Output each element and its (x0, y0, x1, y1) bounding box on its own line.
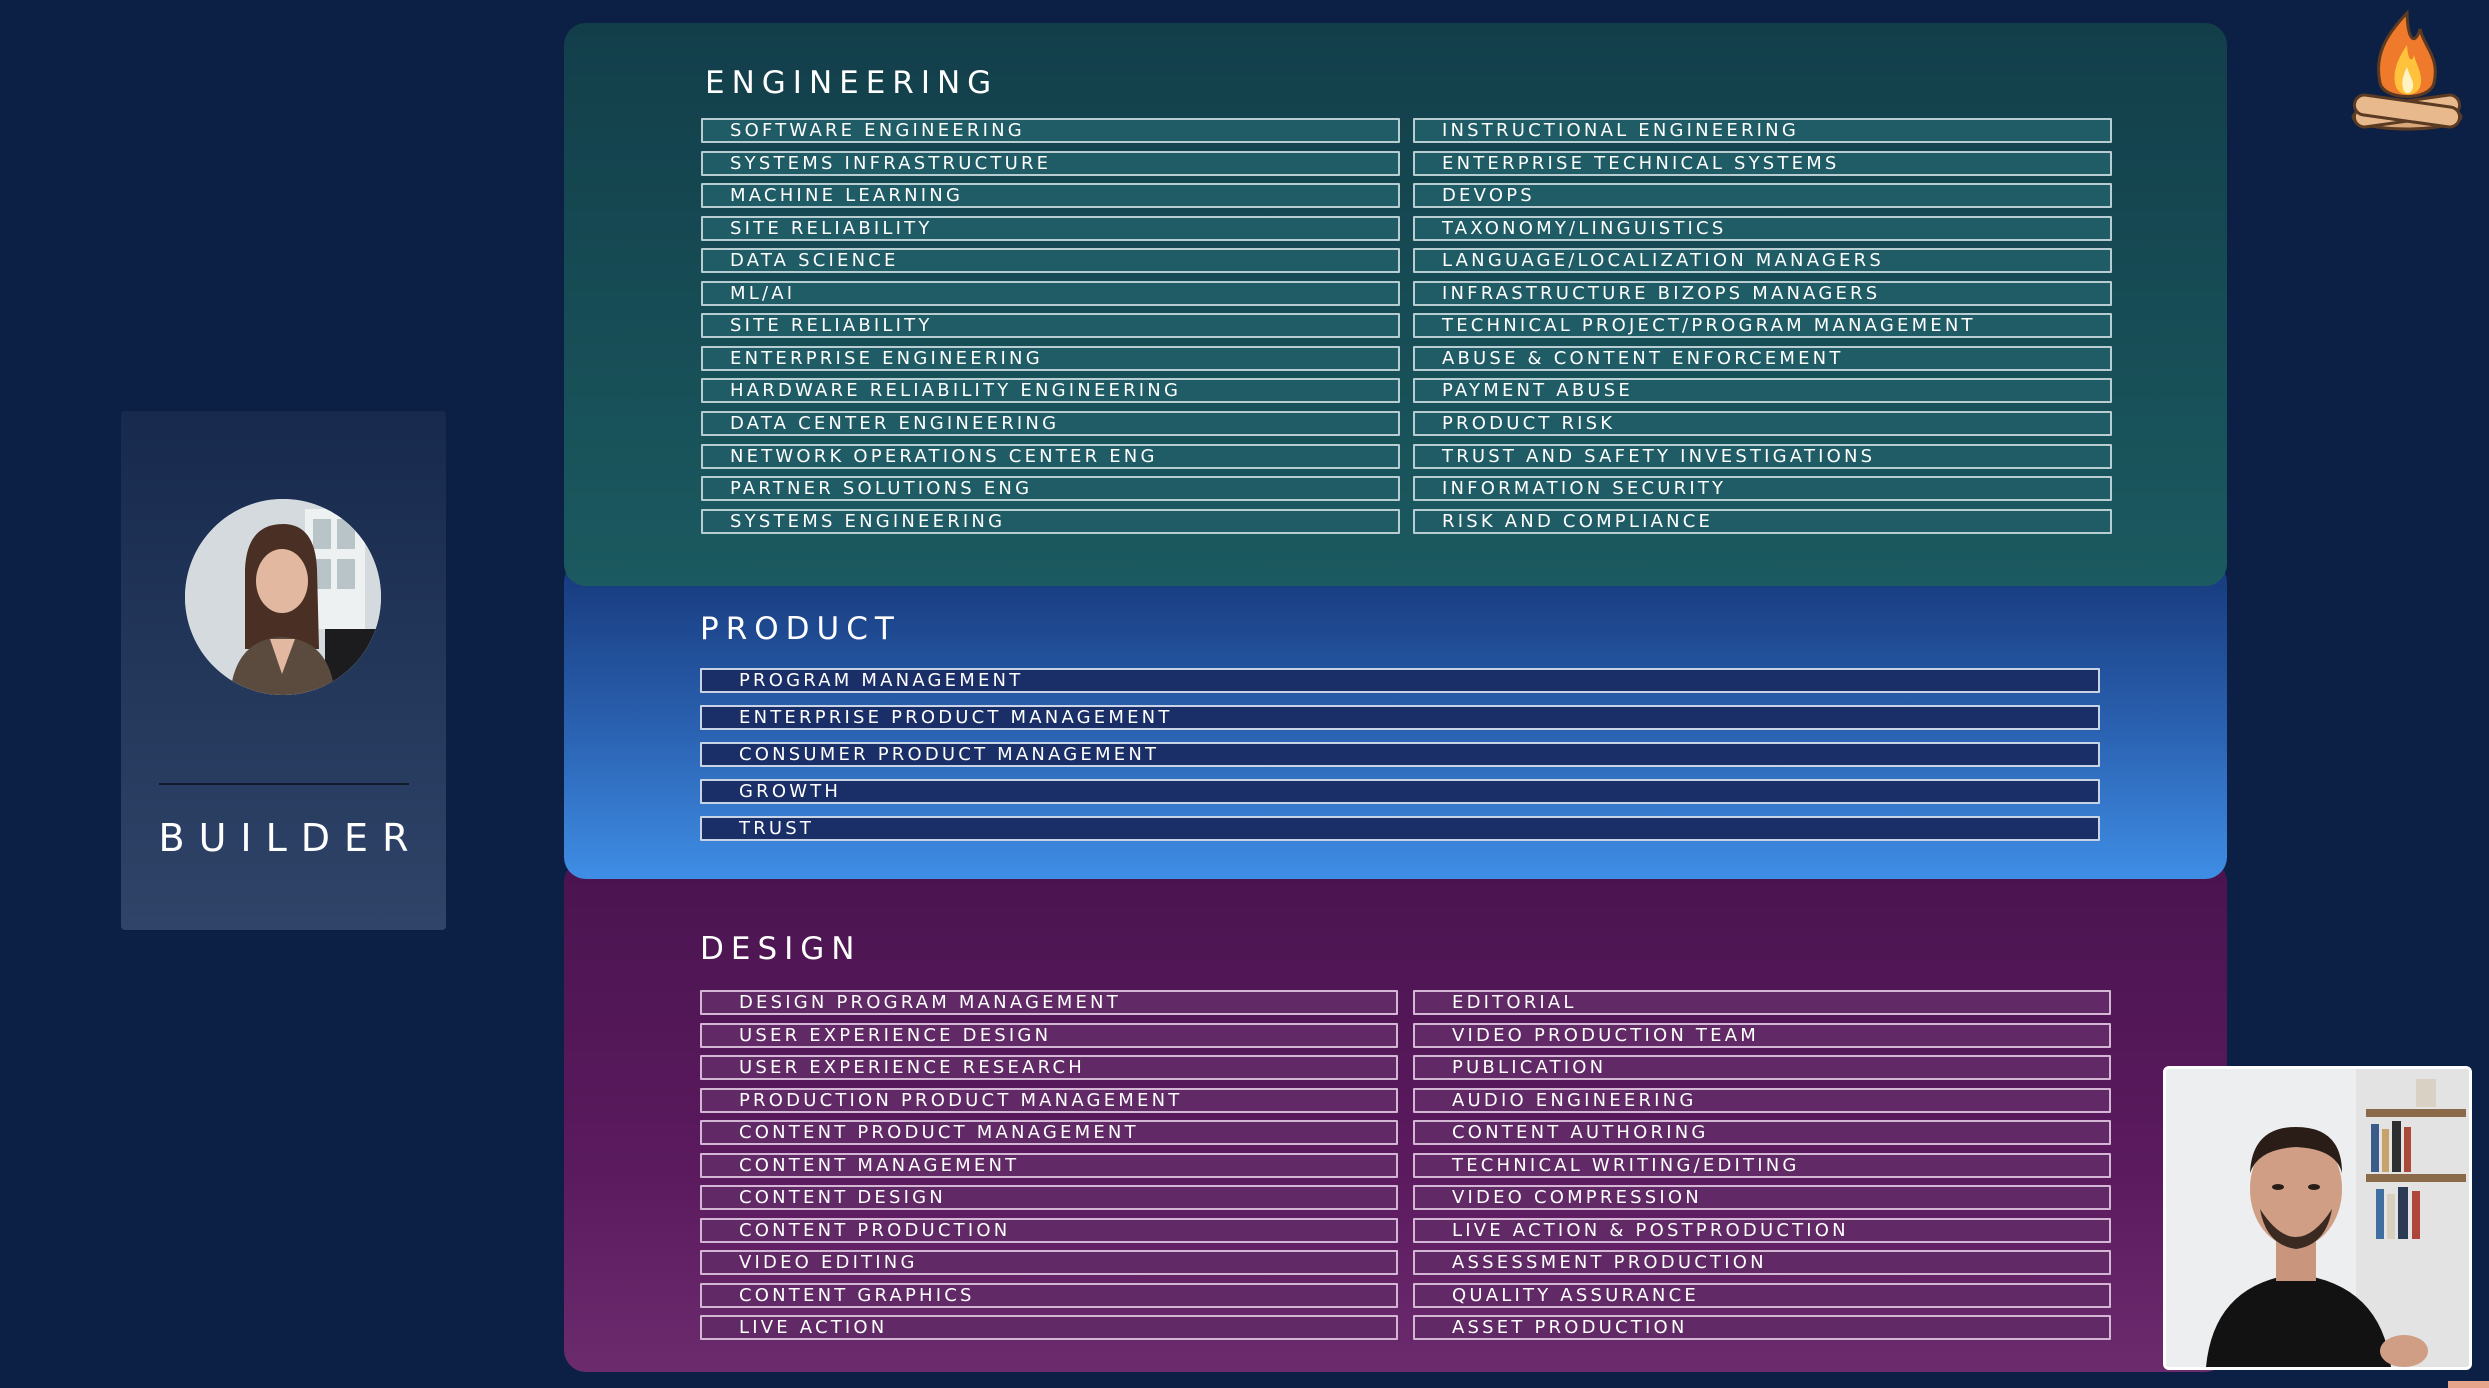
engineering-role-item: ENTERPRISE ENGINEERING (701, 345, 1400, 371)
design-role-item: CONTENT PRODUCTION (700, 1217, 1398, 1243)
engineering-role-item: SYSTEMS ENGINEERING (701, 508, 1400, 534)
engineering-role-item: PARTNER SOLUTIONS ENG (701, 476, 1400, 502)
campfire-logo-icon (2346, 5, 2468, 135)
design-role-item: VIDEO EDITING (700, 1250, 1398, 1275)
design-role-item: LIVE ACTION & POSTPRODUCTION (1413, 1217, 2111, 1243)
design-role-item: TECHNICAL WRITING/EDITING (1413, 1152, 2111, 1178)
engineering-role-item: DEVOPS (1413, 183, 2112, 209)
builder-card: BUILDER (121, 411, 446, 930)
product-panel: PRODUCT PROGRAM MANAGEMENT ENTERPRISE PRO… (564, 560, 2227, 879)
product-role-item: CONSUMER PRODUCT MANAGEMENT (700, 741, 2100, 767)
engineering-role-item: RISK AND COMPLIANCE (1413, 508, 2112, 534)
engineering-role-item: TAXONOMY/LINGUISTICS (1413, 215, 2112, 241)
design-role-item: ASSESSMENT PRODUCTION (1413, 1250, 2111, 1275)
design-role-item: EDITORIAL (1413, 990, 2111, 1015)
design-panel: DESIGN DESIGN PROGRAM MANAGEMENT USER EXP… (564, 860, 2227, 1372)
builder-label: BUILDER (158, 816, 423, 860)
design-role-item: USER EXPERIENCE DESIGN (700, 1022, 1398, 1048)
engineering-role-item: PRODUCT RISK (1413, 410, 2112, 436)
engineering-role-item: HARDWARE RELIABILITY ENGINEERING (701, 378, 1400, 404)
engineering-role-item: INFORMATION SECURITY (1413, 476, 2112, 502)
engineering-role-item: SITE RELIABILITY (701, 215, 1400, 241)
design-role-item: PUBLICATION (1413, 1055, 2111, 1080)
video-progress-indicator (2448, 1381, 2489, 1388)
engineering-role-item: LANGUAGE/LOCALIZATION MANAGERS (1413, 248, 2112, 274)
engineering-role-item: ML/AI (701, 280, 1400, 306)
product-role-item: PROGRAM MANAGEMENT (700, 668, 2100, 693)
engineering-role-item: INFRASTRUCTURE BIZOPS MANAGERS (1413, 280, 2112, 306)
design-role-item: AUDIO ENGINEERING (1413, 1087, 2111, 1113)
design-role-item: LIVE ACTION (700, 1315, 1398, 1340)
engineering-role-item: DATA CENTER ENGINEERING (701, 410, 1400, 436)
design-role-item: QUALITY ASSURANCE (1413, 1282, 2111, 1308)
design-role-item: DESIGN PROGRAM MANAGEMENT (700, 990, 1398, 1015)
product-role-item: ENTERPRISE PRODUCT MANAGEMENT (700, 704, 2100, 730)
design-role-item: VIDEO PRODUCTION TEAM (1413, 1022, 2111, 1048)
design-role-item: USER EXPERIENCE RESEARCH (700, 1055, 1398, 1080)
product-role-item: GROWTH (700, 778, 2100, 804)
engineering-role-item: MACHINE LEARNING (701, 183, 1400, 209)
engineering-role-item: SOFTWARE ENGINEERING (701, 118, 1400, 143)
engineering-role-item: TRUST AND SAFETY INVESTIGATIONS (1413, 443, 2112, 469)
engineering-role-item: PAYMENT ABUSE (1413, 378, 2112, 404)
design-role-item: CONTENT GRAPHICS (700, 1282, 1398, 1308)
engineering-role-item: SYSTEMS INFRASTRUCTURE (701, 150, 1400, 176)
design-role-item: CONTENT PRODUCT MANAGEMENT (700, 1120, 1398, 1145)
presenter-video-thumbnail (2163, 1066, 2472, 1370)
design-role-item: VIDEO COMPRESSION (1413, 1185, 2111, 1210)
builder-divider (159, 783, 409, 785)
engineering-role-item: INSTRUCTIONAL ENGINEERING (1413, 118, 2112, 143)
engineering-role-item: NETWORK OPERATIONS CENTER ENG (701, 443, 1400, 469)
engineering-role-item: SITE RELIABILITY (701, 313, 1400, 339)
builder-avatar (185, 499, 381, 695)
engineering-role-item: ABUSE & CONTENT ENFORCEMENT (1413, 345, 2112, 371)
engineering-role-item: ENTERPRISE TECHNICAL SYSTEMS (1413, 150, 2112, 176)
design-role-item: PRODUCTION PRODUCT MANAGEMENT (700, 1087, 1398, 1113)
design-role-item: CONTENT MANAGEMENT (700, 1152, 1398, 1178)
design-role-item: CONTENT AUTHORING (1413, 1120, 2111, 1145)
product-title: PRODUCT (700, 611, 901, 647)
design-role-item: ASSET PRODUCTION (1413, 1315, 2111, 1340)
product-role-item: TRUST (700, 815, 2100, 841)
engineering-title: ENGINEERING (705, 65, 999, 101)
engineering-role-item: TECHNICAL PROJECT/PROGRAM MANAGEMENT (1413, 313, 2112, 339)
engineering-panel: ENGINEERING SOFTWARE ENGINEERING SYSTEMS … (564, 23, 2227, 586)
engineering-role-item: DATA SCIENCE (701, 248, 1400, 274)
design-role-item: CONTENT DESIGN (700, 1185, 1398, 1210)
design-title: DESIGN (700, 931, 862, 967)
